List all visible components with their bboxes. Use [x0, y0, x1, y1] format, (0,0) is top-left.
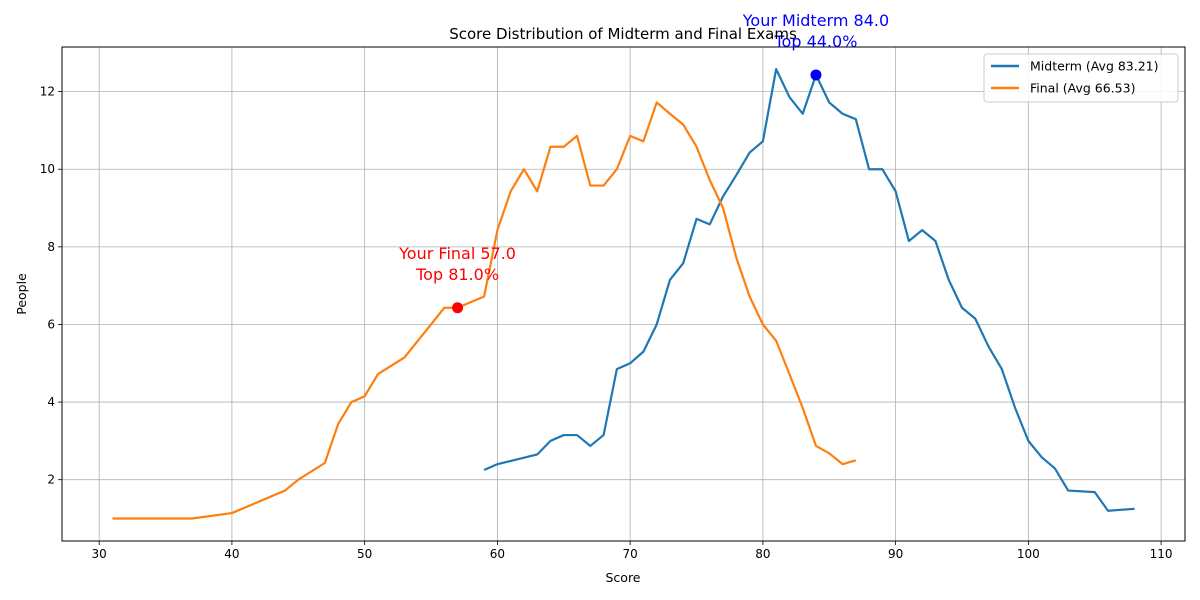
- x-tick-label: 80: [755, 547, 770, 561]
- x-tick-label: 110: [1150, 547, 1173, 561]
- legend-box: [983, 53, 1179, 103]
- score-marker-0: [810, 69, 822, 81]
- x-axis-label: Score: [605, 570, 640, 585]
- annotation-rank-0: Top 44.0%: [774, 32, 858, 51]
- x-tick-label: 100: [1017, 547, 1040, 561]
- y-tick-label: 8: [47, 240, 55, 254]
- x-tick-label: 40: [224, 547, 239, 561]
- series-line-midterm: [483, 68, 1135, 512]
- y-tick-label: 2: [47, 473, 55, 487]
- series-line-final: [112, 101, 857, 520]
- x-axis-ticks: 30 40 50 60 70 80 90 100 110: [92, 541, 1173, 561]
- x-tick-label: 60: [490, 547, 505, 561]
- annotation-rank-1: Top 81.0%: [415, 265, 499, 284]
- y-tick-label: 10: [40, 162, 55, 176]
- plot-frame: [61, 46, 1186, 542]
- y-tick-label: 4: [47, 395, 55, 409]
- chart-title: Score Distribution of Midterm and Final …: [449, 25, 797, 43]
- y-tick-label: 6: [47, 317, 55, 331]
- legend: Midterm (Avg 83.21) Final (Avg 66.53): [983, 53, 1179, 103]
- grid-lines: [62, 47, 1185, 541]
- annotations: Your Midterm 84.0 Top 44.0% Your Final 57.…: [398, 11, 889, 314]
- annotation-score-0: Your Midterm 84.0: [742, 11, 889, 30]
- x-tick-label: 90: [888, 547, 903, 561]
- x-tick-label: 30: [92, 547, 107, 561]
- legend-label-midterm: Midterm (Avg 83.21): [1030, 59, 1159, 74]
- series-lines: [112, 68, 1135, 520]
- score-marker-1: [452, 302, 464, 314]
- y-axis-ticks: 2 4 6 8 10 12: [40, 85, 62, 487]
- x-tick-label: 50: [357, 547, 372, 561]
- legend-label-final: Final (Avg 66.53): [1030, 81, 1135, 96]
- annotation-score-1: Your Final 57.0: [398, 244, 516, 263]
- y-tick-label: 12: [40, 85, 55, 99]
- x-tick-label: 70: [622, 547, 637, 561]
- y-axis-label: People: [14, 273, 29, 315]
